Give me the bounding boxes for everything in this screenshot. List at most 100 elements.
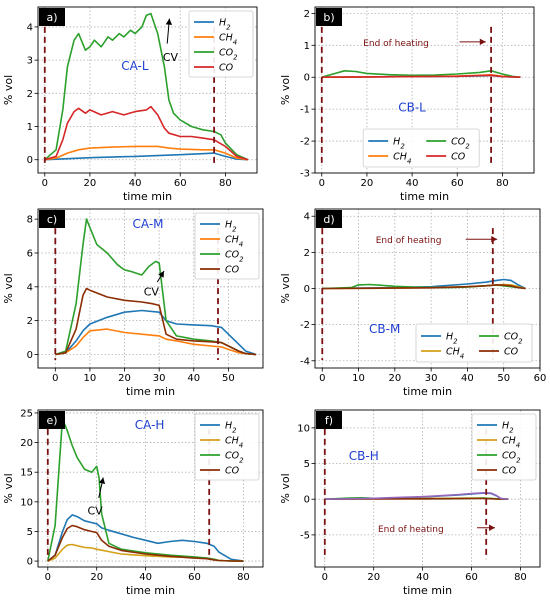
- x-tick-label: 20: [90, 572, 103, 583]
- x-tick-label: 80: [514, 572, 527, 583]
- panel-label: b): [323, 11, 334, 24]
- condition-label: CB-M: [369, 322, 400, 336]
- annotation-text: CV: [163, 51, 179, 64]
- series-line-co-3: [322, 284, 526, 290]
- legend-entry: H2: [446, 332, 458, 346]
- x-tick-label: 20: [84, 178, 97, 189]
- x-tick-label: 40: [139, 572, 152, 583]
- y-tick-label: -3: [300, 169, 310, 180]
- x-tick-label: 40: [461, 373, 474, 384]
- y-axis-label: % vol: [2, 75, 15, 105]
- legend-entry: CO: [225, 265, 240, 276]
- legend-box: [415, 323, 533, 363]
- x-tick-label: 20: [367, 572, 380, 583]
- y-tick-label: 3: [27, 56, 33, 67]
- axes-frame: [37, 409, 264, 568]
- annotation-arrow-head: [98, 477, 106, 485]
- x-tick-label: 40: [129, 178, 142, 189]
- y-tick-label: 10: [20, 497, 33, 508]
- x-axis-label: time min: [126, 584, 175, 597]
- axes-frame: [314, 409, 541, 568]
- condition-label: CA-M: [133, 217, 164, 231]
- legend-entry: CO: [502, 466, 517, 477]
- y-tick-label: -2: [300, 320, 310, 331]
- series-line-co-3: [44, 105, 249, 161]
- x-tick-label: 30: [425, 373, 438, 384]
- condition-label: CB-H: [349, 449, 379, 463]
- series-line-ch4-1: [55, 328, 257, 356]
- x-tick-label: 60: [534, 373, 547, 384]
- x-tick-label: 60: [465, 572, 478, 583]
- y-tick-label: 0: [27, 155, 33, 166]
- x-axis-label: time min: [403, 385, 452, 398]
- panel-label-box: [316, 210, 342, 228]
- x-tick-label: 80: [237, 572, 250, 583]
- condition-label: CB-L: [398, 101, 426, 115]
- y-tick-label: 6: [27, 248, 33, 259]
- annotation-text: End of heating: [363, 39, 429, 49]
- panel-label: a): [46, 11, 57, 24]
- y-tick-label: 0: [304, 284, 310, 295]
- axes-frame: [314, 6, 535, 174]
- x-tick-label: 30: [153, 373, 166, 384]
- y-tick-label: 5: [304, 459, 310, 470]
- series-line-co-3: [47, 524, 244, 562]
- annotation-text: CV: [144, 286, 160, 299]
- panel-label-box: [39, 8, 65, 26]
- legend-entry: CH4: [393, 152, 411, 166]
- x-axis-label: time min: [400, 190, 449, 203]
- y-tick-label: -4: [300, 356, 310, 367]
- y-tick-label: 2: [304, 9, 310, 20]
- legend-entry: H2: [219, 18, 231, 32]
- legend-box: [194, 413, 260, 481]
- y-tick-label: -5: [300, 530, 310, 541]
- y-tick-label: 2: [27, 89, 33, 100]
- legend-entry: CO: [451, 152, 466, 163]
- x-tick-label: 50: [497, 373, 510, 384]
- x-tick-label: 60: [451, 178, 464, 189]
- legend-entry: CO2: [451, 137, 470, 151]
- legend-entry: CO2: [225, 250, 244, 264]
- panel-label: e): [46, 414, 57, 427]
- axes-frame: [37, 6, 258, 174]
- series-line--4: [324, 491, 509, 500]
- x-tick-label: 0: [42, 178, 48, 189]
- x-tick-label: 0: [45, 572, 51, 583]
- x-tick-label: 20: [118, 373, 131, 384]
- panel-d: 0 10 20 30 40 50 60 -4 -2 0 2 4 d) CB-M End of heating…: [279, 208, 547, 398]
- x-tick-label: 0: [319, 178, 325, 189]
- x-tick-label: 80: [219, 178, 232, 189]
- y-axis-label: % vol: [279, 75, 292, 105]
- y-tick-label: 0: [304, 73, 310, 84]
- series-line-co2-2: [321, 70, 521, 78]
- x-tick-label: 40: [187, 373, 200, 384]
- y-axis-label: % vol: [279, 473, 292, 503]
- x-axis-label: time min: [403, 584, 452, 597]
- y-tick-label: 2: [27, 316, 33, 327]
- panel-label-box: [316, 411, 342, 429]
- series-line-h2-0: [44, 152, 249, 161]
- y-tick-label: 4: [27, 22, 33, 33]
- y-tick-label: 4: [27, 282, 33, 293]
- y-tick-label: 10: [297, 423, 310, 434]
- x-tick-label: 40: [416, 572, 429, 583]
- legend-entry: CO2: [219, 48, 238, 62]
- panel-e: 0 20 40 60 80 0 5 10 15 20 25 e) CA-H CV time min % vol…: [2, 408, 264, 597]
- legend-entry: CH4: [219, 33, 237, 47]
- legend-entry: CH4: [225, 235, 243, 249]
- x-tick-label: 40: [406, 178, 419, 189]
- x-tick-label: 60: [174, 178, 187, 189]
- y-tick-label: -1: [300, 105, 310, 116]
- annotation-arrow-head: [489, 524, 495, 531]
- legend-box: [188, 10, 254, 78]
- legend-box: [471, 413, 537, 481]
- annotation-arrow-head: [165, 18, 173, 25]
- y-tick-label: 25: [20, 408, 33, 419]
- y-tick-label: 20: [20, 438, 33, 449]
- annotation-arrow-head: [479, 38, 486, 46]
